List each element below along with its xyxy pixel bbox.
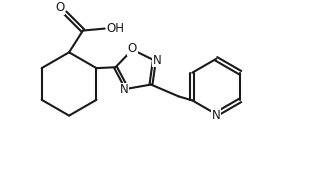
Text: O: O <box>55 1 65 14</box>
Text: O: O <box>128 42 137 55</box>
Text: N: N <box>119 83 128 96</box>
Text: N: N <box>153 54 162 67</box>
Text: N: N <box>212 109 221 122</box>
Text: OH: OH <box>107 22 124 35</box>
